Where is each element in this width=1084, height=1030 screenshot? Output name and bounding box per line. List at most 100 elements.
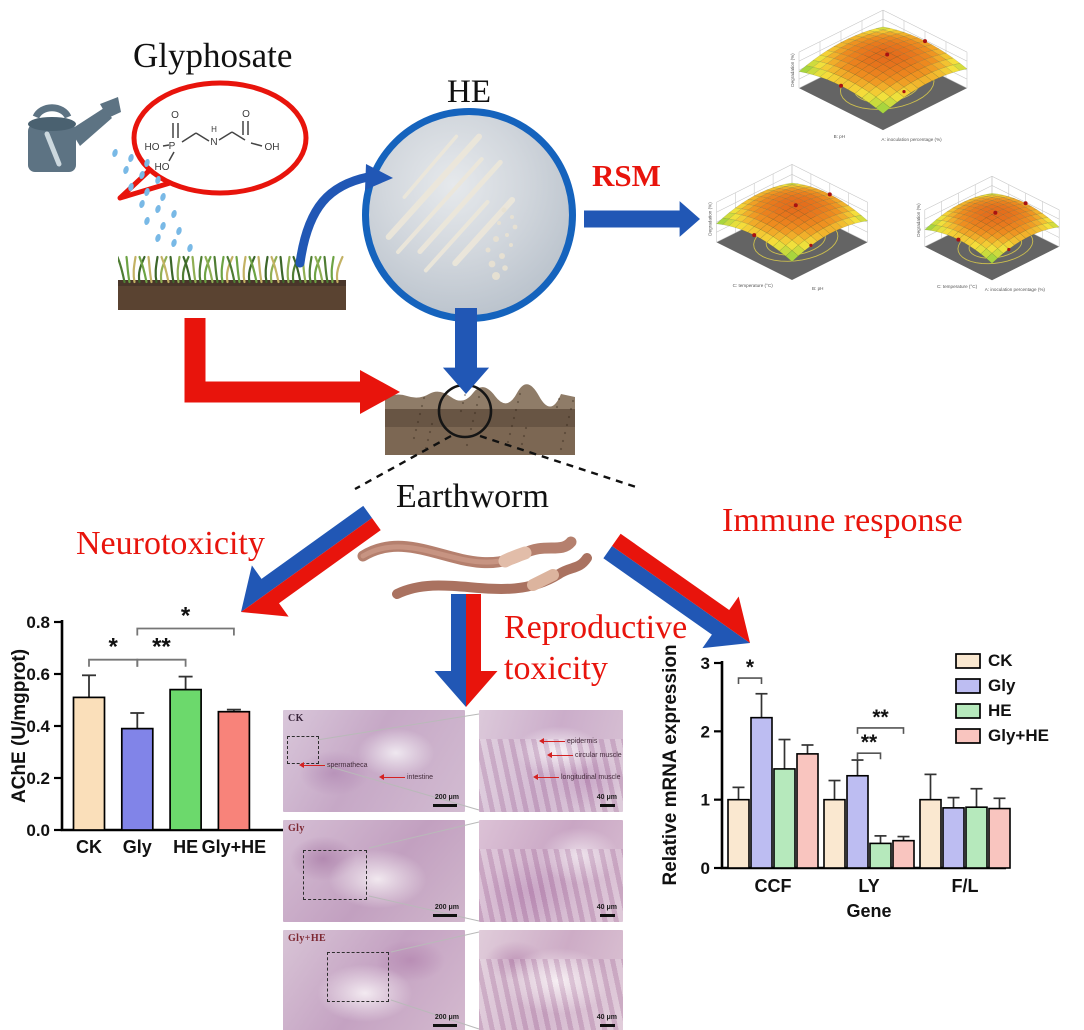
svg-text:F/L: F/L — [952, 876, 979, 896]
svg-text:*: * — [108, 634, 118, 661]
svg-text:Gene: Gene — [846, 901, 891, 920]
svg-text:Gly: Gly — [123, 837, 152, 857]
svg-text:C: temperature (°C): C: temperature (°C) — [937, 284, 978, 289]
svg-text:3: 3 — [701, 654, 710, 673]
scale-text: 200 μm — [434, 904, 459, 911]
immune-response-label: Immune response — [722, 502, 963, 539]
atom-ho-bottom: HO — [155, 162, 170, 173]
earthworms-illustration — [357, 536, 592, 599]
svg-text:Relative mRNA expression: Relative mRNA expression — [660, 644, 681, 885]
svg-text:AChE (U/mgprot): AChE (U/mgprot) — [9, 649, 30, 803]
bar-CCF-HE — [773, 768, 796, 869]
atom-h: H — [211, 125, 217, 134]
rsm-surface-plot-3: C: temperature (°C) A: inoculation percen… — [916, 176, 1060, 292]
bar-HE — [169, 688, 202, 831]
scale-bar — [433, 914, 457, 917]
scale-text: 40 μm — [596, 904, 617, 911]
histology-ck-label: CK — [288, 713, 304, 724]
annotation-epidermis: epidermis — [567, 738, 598, 745]
svg-text:Degradation (%): Degradation (%) — [707, 202, 712, 236]
svg-text:0: 0 — [701, 859, 710, 878]
svg-text:Gly: Gly — [988, 676, 1016, 695]
rsm-label: RSM — [592, 158, 661, 193]
bar-Gly+HE — [217, 710, 251, 831]
svg-text:0.2: 0.2 — [26, 769, 50, 788]
histology-glyhe-label: Gly+HE — [288, 933, 327, 944]
scale-text: 200 μm — [434, 794, 459, 801]
annotation-spermatheca: spermatheca — [327, 762, 368, 769]
svg-text:LY: LY — [858, 876, 879, 896]
histology-glyhe-200um: Gly+HE 200 μm — [283, 930, 465, 1030]
water-drops — [112, 148, 193, 253]
bar-F/L-Gly — [942, 807, 965, 869]
bar-CCF-Gly — [750, 716, 773, 869]
svg-text:Gly+HE: Gly+HE — [202, 837, 267, 857]
legend-swatch-Gly+HE — [955, 728, 981, 744]
annotation-arrow — [533, 774, 559, 780]
glyphosate-structure: P O HO HO N H O OH — [145, 109, 280, 173]
svg-text:0.4: 0.4 — [26, 717, 50, 736]
svg-text:0.0: 0.0 — [26, 821, 50, 840]
ache-bar-chart: 0.0 0.2 0.4 0.6 0.8 AChE (U/mgprot) CK Gly HE Gly… — [9, 603, 288, 857]
bar-CCF-Gly+HE — [796, 753, 819, 869]
scale-bar — [433, 1024, 457, 1027]
rsm-surface-plot-2: C: temperature (°C) B: pH Degradation (%) — [707, 164, 868, 291]
scale-bar — [600, 1024, 615, 1027]
he-label: HE — [447, 74, 491, 110]
atom-o-top: O — [171, 110, 179, 121]
atom-o-right: O — [242, 109, 250, 120]
glyphosate-speech-bubble: P O HO HO N H O OH — [117, 80, 309, 201]
svg-text:2: 2 — [701, 722, 710, 741]
annotation-intestine: intestine — [407, 774, 434, 781]
bar-CCF-CK — [727, 798, 750, 869]
atom-ho-left: HO — [145, 142, 160, 153]
scale-text: 40 μm — [596, 794, 617, 801]
svg-text:C: temperature (°C): C: temperature (°C) — [733, 283, 774, 288]
svg-text:**: ** — [872, 706, 889, 729]
histology-panels: CK spermatheca intestine 200 μm epidermi… — [283, 708, 623, 1030]
rsm-surface-plot-1: B: pH A: inoculation percentage (%) Degrad… — [790, 9, 968, 142]
annotation-longitudinal-muscle: longitudinal muscle — [561, 774, 621, 781]
svg-text:CK: CK — [988, 651, 1013, 670]
petri-dish-photo — [362, 108, 576, 322]
svg-text:0.8: 0.8 — [26, 613, 50, 632]
soil-block — [385, 383, 575, 455]
svg-text:Gly+HE: Gly+HE — [988, 726, 1049, 745]
bar-CK — [72, 696, 106, 831]
bar-LY-HE — [869, 842, 892, 869]
scale-bar — [600, 914, 615, 917]
annotation-arrow — [547, 752, 573, 758]
annotation-arrow — [299, 762, 325, 768]
histology-gly-label: Gly — [288, 823, 305, 834]
reproductive-toxicity-line2: toxicity — [504, 649, 608, 687]
svg-text:Degradation (%): Degradation (%) — [916, 203, 921, 237]
svg-text:**: ** — [861, 731, 878, 754]
legend-swatch-Gly — [955, 678, 981, 694]
scale-text: 200 μm — [434, 1014, 459, 1021]
svg-text:HE: HE — [173, 837, 198, 857]
zoom-region-box — [303, 850, 367, 900]
svg-text:B: pH: B: pH — [812, 286, 824, 291]
mrna-expression-bar-chart: 0 1 2 3 Relative mRNA expression CCF LY F/L Gene… — [660, 644, 1049, 920]
bar-LY-CK — [823, 798, 846, 869]
atom-n: N — [210, 137, 217, 148]
histology-gly-40um: 40 μm — [479, 820, 623, 922]
earthworm-label: Earthworm — [396, 478, 549, 515]
bacterial-streaks — [385, 133, 518, 280]
glyphosate-label: Glyphosate — [133, 36, 293, 75]
zoom-region-box — [327, 952, 389, 1002]
svg-text:**: ** — [152, 634, 171, 661]
bar-F/L-CK — [919, 798, 942, 869]
scale-text: 40 μm — [596, 1014, 617, 1021]
neurotoxicity-label: Neurotoxicity — [76, 525, 265, 562]
svg-text:A: inoculation percentage (%): A: inoculation percentage (%) — [985, 287, 1046, 292]
annotation-arrow — [379, 774, 405, 780]
annotation-arrow — [539, 738, 565, 744]
atom-oh-right: OH — [265, 142, 280, 153]
bar-LY-Gly — [846, 774, 869, 869]
bar-F/L-HE — [965, 806, 988, 869]
scale-bar — [433, 804, 457, 807]
scale-bar — [600, 804, 615, 807]
annotation-circular-muscle: circular muscle — [575, 752, 622, 759]
